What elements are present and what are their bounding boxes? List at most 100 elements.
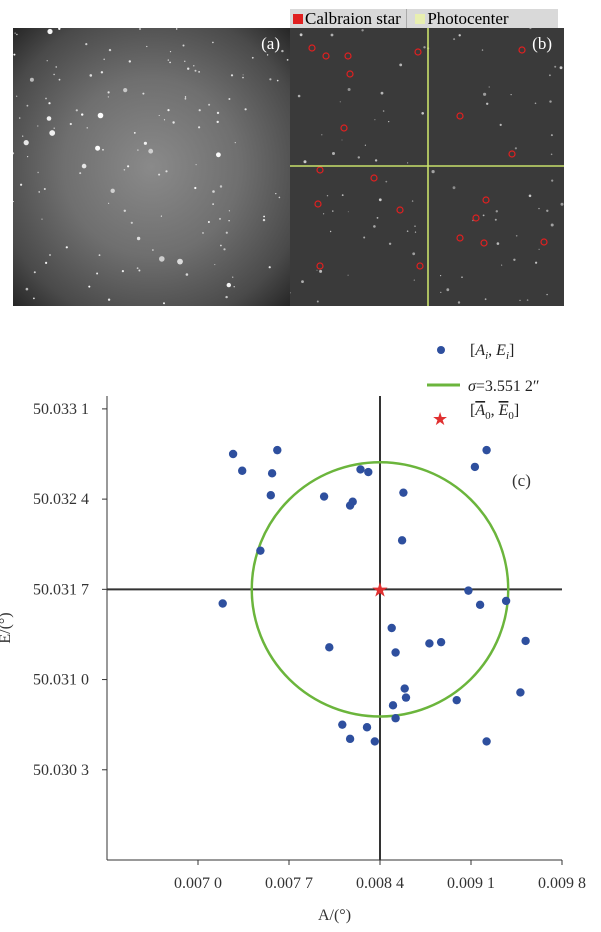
star-dot	[546, 209, 549, 212]
calibration-star-marker	[414, 48, 422, 56]
star-dot	[194, 69, 197, 72]
star-dot	[495, 210, 498, 213]
star-dot	[53, 127, 55, 129]
data-point	[319, 492, 329, 501]
star-dot	[45, 261, 48, 264]
star-dot	[385, 180, 388, 183]
star-dot	[414, 225, 416, 227]
star-dot	[228, 220, 230, 222]
star-dot	[440, 275, 442, 277]
star-dot	[364, 144, 366, 146]
legend-divider	[406, 9, 408, 29]
data-point	[452, 695, 461, 705]
star-dot	[143, 141, 147, 145]
axes-group: 0.007 0 0.007 7 0.008 4 0.009 1 0.009 8 50.03…	[0, 396, 586, 924]
star-dot	[374, 119, 376, 121]
star-dot	[123, 209, 127, 212]
x-tick-label: 0.007 7	[265, 875, 313, 892]
star-dot	[81, 113, 84, 116]
star-dot	[461, 276, 463, 278]
star-dot	[103, 58, 105, 61]
star-dot	[515, 235, 518, 237]
star-dot	[421, 112, 424, 115]
star-dot	[160, 215, 162, 217]
star-dot	[37, 171, 39, 174]
star-dot	[482, 214, 485, 217]
star-dot	[108, 48, 112, 52]
calibration-star-marker	[316, 262, 324, 270]
center-star-marker: ★	[371, 577, 389, 601]
star-dot	[263, 215, 265, 218]
star-dot	[123, 169, 126, 171]
star-dot	[86, 127, 88, 129]
star-dot	[382, 110, 385, 112]
data-point	[401, 693, 411, 702]
star-dot	[97, 112, 104, 119]
stars-layer-a	[13, 28, 289, 305]
star-dot	[228, 210, 230, 212]
data-point	[464, 586, 473, 595]
calibration-star-label: Calbraion star	[305, 9, 401, 28]
star-dot	[220, 244, 222, 247]
data-point	[345, 734, 355, 744]
star-dot	[232, 276, 234, 278]
star-dot	[214, 264, 216, 266]
y-tick-label: 50.031 0	[33, 672, 89, 689]
star-dot	[388, 121, 390, 123]
star-dot	[26, 104, 29, 107]
star-dot	[286, 59, 289, 61]
star-field-image-b: (b)	[290, 28, 564, 306]
star-dot	[268, 266, 271, 269]
star-dot	[513, 258, 516, 261]
star-dot	[546, 293, 548, 296]
star-dot	[330, 33, 334, 37]
calibration-star-marker	[308, 44, 316, 52]
star-dot	[411, 200, 414, 202]
star-dot	[207, 221, 210, 223]
star-dot	[414, 231, 417, 233]
star-dot	[373, 225, 376, 228]
star-dot	[163, 119, 166, 121]
star-dot	[550, 153, 553, 156]
star-dot	[494, 218, 497, 221]
star-dot	[452, 186, 456, 190]
star-dot	[194, 186, 197, 190]
star-dot	[457, 301, 461, 304]
star-dot	[481, 49, 484, 51]
star-dot	[538, 248, 540, 250]
star-dot	[198, 71, 201, 73]
star-dot	[316, 300, 319, 303]
star-dot	[374, 159, 378, 162]
star-dot	[185, 273, 189, 276]
star-dot	[96, 272, 99, 275]
star-dot	[158, 115, 160, 116]
star-dot	[251, 56, 254, 59]
star-dot	[202, 232, 204, 234]
star-dot	[38, 191, 40, 193]
star-dot	[37, 125, 39, 127]
star-dot	[484, 298, 487, 301]
star-dot	[20, 183, 23, 186]
star-dot	[65, 246, 68, 249]
star-dot	[107, 91, 110, 94]
data-point	[362, 723, 372, 732]
calibration-star-marker	[482, 196, 490, 204]
star-dot	[380, 91, 384, 95]
star-dot	[510, 94, 512, 96]
star-dot	[534, 102, 537, 105]
star-dot	[303, 160, 307, 164]
star-dot	[549, 100, 552, 103]
star-dot	[69, 122, 72, 126]
star-dot	[45, 97, 47, 100]
star-dot	[347, 274, 349, 276]
star-dot	[554, 65, 557, 68]
y-tick-label: 50.032 4	[33, 491, 89, 508]
star-dot	[406, 230, 409, 232]
star-dot	[357, 156, 360, 159]
star-dot	[121, 270, 124, 273]
star-dot	[559, 66, 563, 70]
star-dot	[501, 264, 503, 266]
star-dot	[46, 116, 52, 121]
star-dot	[142, 92, 145, 95]
data-point	[364, 467, 373, 477]
